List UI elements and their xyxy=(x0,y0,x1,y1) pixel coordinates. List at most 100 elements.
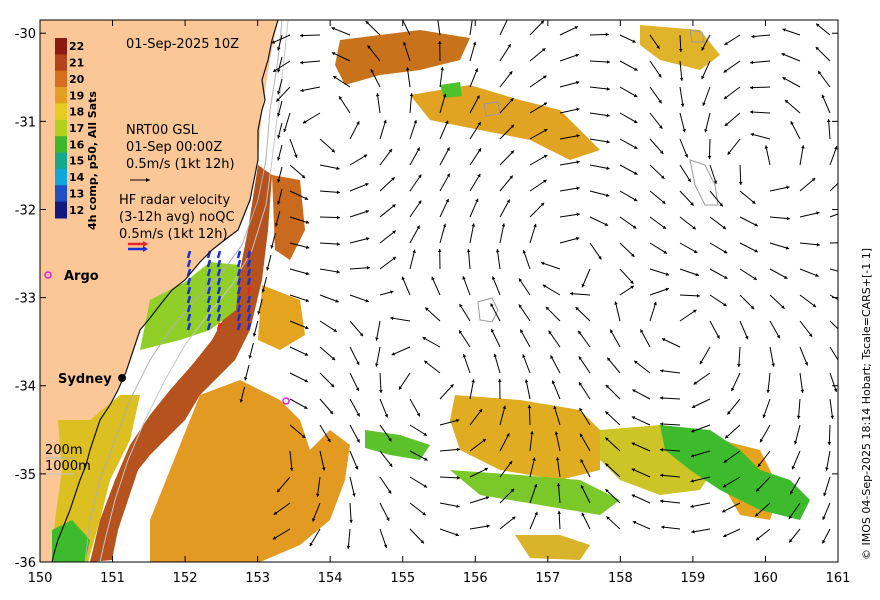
velocity-arrow xyxy=(631,494,651,504)
velocity-arrowhead xyxy=(659,150,664,154)
velocity-arrow xyxy=(409,93,413,114)
velocity-arrowhead xyxy=(294,154,298,158)
velocity-arrowhead xyxy=(662,225,667,229)
velocity-arrowhead xyxy=(418,200,422,205)
velocity-arrowhead xyxy=(825,467,829,471)
velocity-arrowhead xyxy=(605,489,609,493)
velocity-arrowhead xyxy=(660,369,664,373)
velocity-arrow xyxy=(649,242,668,254)
argo-label: Argo xyxy=(64,269,99,284)
velocity-arrowhead xyxy=(333,328,337,332)
velocity-arrowhead xyxy=(300,88,304,93)
velocity-arrowhead xyxy=(304,196,309,200)
velocity-arrow xyxy=(619,60,638,71)
velocity-arrowhead xyxy=(784,275,788,279)
velocity-arrow xyxy=(349,372,360,392)
velocity-arrow xyxy=(349,346,360,366)
velocity-arrowhead xyxy=(442,93,447,98)
velocity-arrowhead xyxy=(543,154,548,159)
velocity-arrowhead xyxy=(459,303,463,308)
velocity-arrowhead xyxy=(456,476,460,480)
velocity-arrowhead xyxy=(391,352,396,356)
velocity-arrowhead xyxy=(634,67,638,71)
velocity-arrowhead xyxy=(530,431,534,435)
velocity-arrow xyxy=(619,86,638,98)
velocity-arrowhead xyxy=(274,223,279,227)
velocity-arrow xyxy=(799,372,804,393)
sst-patch-north-1 xyxy=(335,30,470,85)
velocity-arrow xyxy=(794,424,801,445)
velocity-arrowhead xyxy=(796,415,801,419)
velocity-arrow xyxy=(679,138,688,158)
velocity-arrowhead xyxy=(821,94,825,99)
velocity-arrow xyxy=(289,398,308,410)
velocity-arrowhead xyxy=(658,99,662,104)
velocity-arrowhead xyxy=(847,241,850,245)
velocity-arrow xyxy=(431,276,441,296)
velocity-arrow xyxy=(723,86,741,100)
velocity-arrow xyxy=(557,483,561,504)
velocity-arrowhead xyxy=(471,15,475,18)
velocity-arrow xyxy=(349,450,359,470)
velocity-arrow xyxy=(437,20,441,36)
velocity-arrow xyxy=(739,320,749,340)
velocity-arrowhead xyxy=(815,46,820,51)
colorbar-swatch xyxy=(55,70,67,88)
velocity-arrowhead xyxy=(456,447,460,452)
velocity-arrow xyxy=(727,138,741,156)
hf-radar-vector xyxy=(186,268,192,277)
velocity-arrowhead xyxy=(660,422,664,426)
velocity-arrowhead xyxy=(272,536,277,540)
hf-radar-vector xyxy=(246,295,252,304)
velocity-arrowhead xyxy=(605,384,610,389)
x-tick-label: 154 xyxy=(318,571,343,586)
velocity-arrow xyxy=(319,320,338,333)
velocity-arrowhead xyxy=(375,93,380,97)
isobath-200m-label: 200m xyxy=(45,443,82,458)
velocity-arrow xyxy=(769,268,788,280)
velocity-arrow xyxy=(619,138,638,150)
velocity-arrow xyxy=(649,216,667,230)
velocity-arrowhead xyxy=(816,242,820,247)
velocity-arrowhead xyxy=(511,516,516,520)
argo-float-marker xyxy=(282,397,290,405)
velocity-arrowhead xyxy=(632,520,637,525)
hf-radar-vector xyxy=(206,268,212,277)
velocity-arrow xyxy=(709,216,727,230)
velocity-arrow xyxy=(559,161,580,166)
hf-radar-vector xyxy=(216,295,222,304)
velocity-arrow xyxy=(570,292,591,296)
velocity-arrow xyxy=(579,407,591,426)
velocity-arrow xyxy=(829,268,838,272)
velocity-arrow xyxy=(406,67,411,88)
colorbar-tick-label: 21 xyxy=(69,57,84,70)
velocity-arrow xyxy=(799,242,820,246)
velocity-arrowhead xyxy=(661,175,665,179)
velocity-arrowhead xyxy=(450,384,454,388)
velocity-arrowhead xyxy=(533,223,537,228)
velocity-arrowhead xyxy=(607,357,611,362)
velocity-arrowhead xyxy=(301,434,306,438)
velocity-arrow xyxy=(589,86,610,90)
velocity-arrowhead xyxy=(576,160,580,164)
velocity-arrowhead xyxy=(356,413,360,417)
velocity-arrow xyxy=(529,511,538,530)
velocity-arrow xyxy=(463,353,471,374)
velocity-arrowhead xyxy=(365,209,369,214)
velocity-arrow xyxy=(823,476,831,497)
velocity-arrowhead xyxy=(606,113,610,118)
velocity-arrow xyxy=(797,398,801,419)
velocity-arrow xyxy=(499,175,514,192)
velocity-arrowhead xyxy=(388,490,392,494)
velocity-arrowhead xyxy=(604,222,609,226)
velocity-arrow xyxy=(379,177,395,192)
velocity-arrowhead xyxy=(690,479,694,483)
velocity-arrow xyxy=(679,242,698,254)
velocity-arrowhead xyxy=(289,467,294,471)
velocity-arrow xyxy=(522,249,531,270)
velocity-arrowhead xyxy=(384,414,389,418)
velocity-arrow xyxy=(550,355,561,374)
velocity-arrow xyxy=(581,268,591,288)
velocity-arrowhead xyxy=(634,360,638,365)
velocity-arrow xyxy=(765,145,771,166)
